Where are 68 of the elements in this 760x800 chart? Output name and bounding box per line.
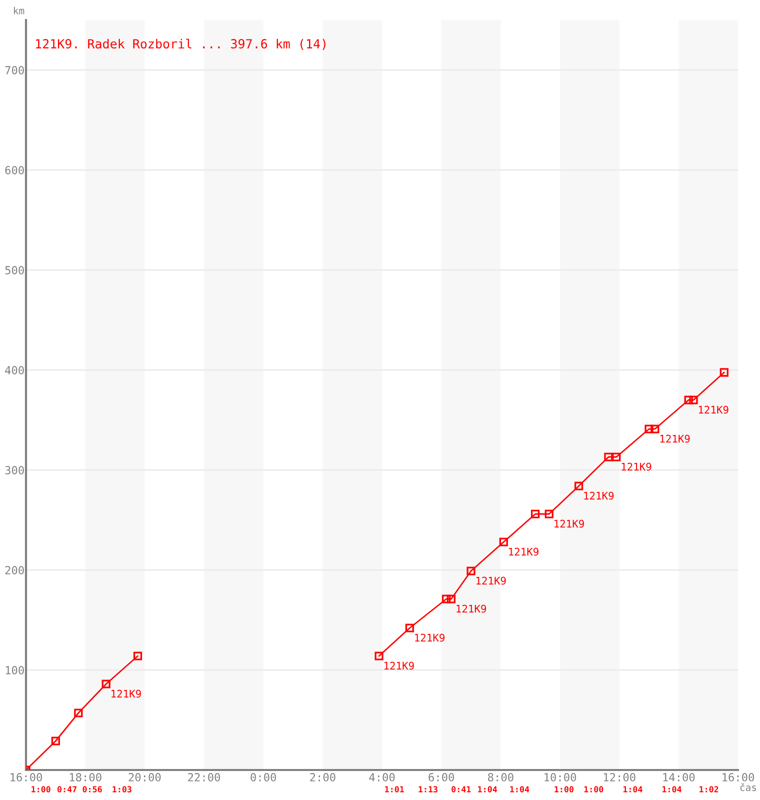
point [446, 594, 456, 604]
text: 1:03 [112, 786, 132, 792]
x-tick-label: 4:00 [369, 773, 395, 782]
x-tick-label: 12:00 [604, 773, 636, 782]
point [689, 396, 698, 404]
annotation: 121K9 [584, 492, 614, 500]
text: 1:04 [510, 786, 530, 792]
annotation: 121K9 [509, 548, 538, 556]
point [544, 510, 554, 518]
point [442, 594, 451, 604]
text: 1:04 [662, 786, 682, 792]
y-axis-title: km [14, 6, 24, 14]
point [650, 424, 660, 434]
text: 1:04 [478, 786, 497, 792]
point [374, 652, 384, 660]
text: 1:02 [700, 786, 718, 792]
x-tick-label: 6:00 [428, 773, 454, 782]
annotation: 121K9 [384, 662, 414, 670]
x-tick-label: 14:00 [663, 773, 695, 782]
y-tick-label: 200 [5, 566, 24, 574]
x-tick-label: 16:00 [722, 773, 754, 782]
annotation: 121K9 [554, 520, 584, 528]
point [133, 652, 142, 660]
annotation: 121K9 [456, 604, 486, 613]
point [574, 482, 584, 490]
text: 121K9. Radek Rozboril ... 397.6 km (14) [36, 38, 326, 50]
point [102, 680, 110, 688]
annotation: 121K9 [476, 576, 506, 585]
y-tick-label: 400 [5, 366, 24, 374]
point [684, 396, 693, 404]
text: 1:00 [32, 786, 50, 792]
x-tick-label: 20:00 [128, 773, 161, 782]
y-tick-label: 100 [6, 666, 24, 674]
point [720, 368, 728, 377]
text: 0:47 [58, 786, 76, 792]
point [612, 452, 621, 462]
point [51, 736, 60, 746]
point [530, 510, 540, 518]
y-tick-label: 600 [5, 166, 24, 174]
y-tick-label: 700 [5, 66, 24, 74]
y-tick-label: 300 [5, 466, 24, 474]
x-tick-label: 18:00 [70, 773, 102, 782]
text: 0:56 [82, 786, 102, 792]
text: 1:13 [418, 786, 438, 792]
y-tick-label: 500 [5, 266, 24, 274]
text: 1:04 [623, 786, 642, 792]
annotation: 121K9 [415, 634, 445, 642]
annotation: 121K9 [698, 406, 728, 414]
x-tick-label: 10:00 [544, 773, 576, 782]
x-tick-label: 8:00 [488, 773, 514, 782]
text: 1:00 [554, 786, 574, 792]
x-tick-label: 0:00 [250, 773, 276, 782]
text: 1:00 [584, 786, 604, 792]
annotation: 121K9 [660, 434, 690, 443]
x-tick-label: 2:00 [310, 773, 336, 782]
text: 0:41 [452, 786, 471, 792]
point [466, 566, 476, 576]
annotation: 121K9 [622, 462, 652, 471]
text: 1:01 [385, 786, 404, 792]
annotation: 121K9 [112, 690, 141, 698]
x-tick-label: 16:00 [10, 773, 42, 782]
point [499, 538, 508, 546]
point [74, 708, 83, 718]
point [604, 452, 613, 462]
point [644, 424, 654, 434]
point [405, 624, 414, 632]
x-tick-label: 22:00 [188, 773, 220, 782]
x-axis-title: čas [740, 783, 756, 792]
